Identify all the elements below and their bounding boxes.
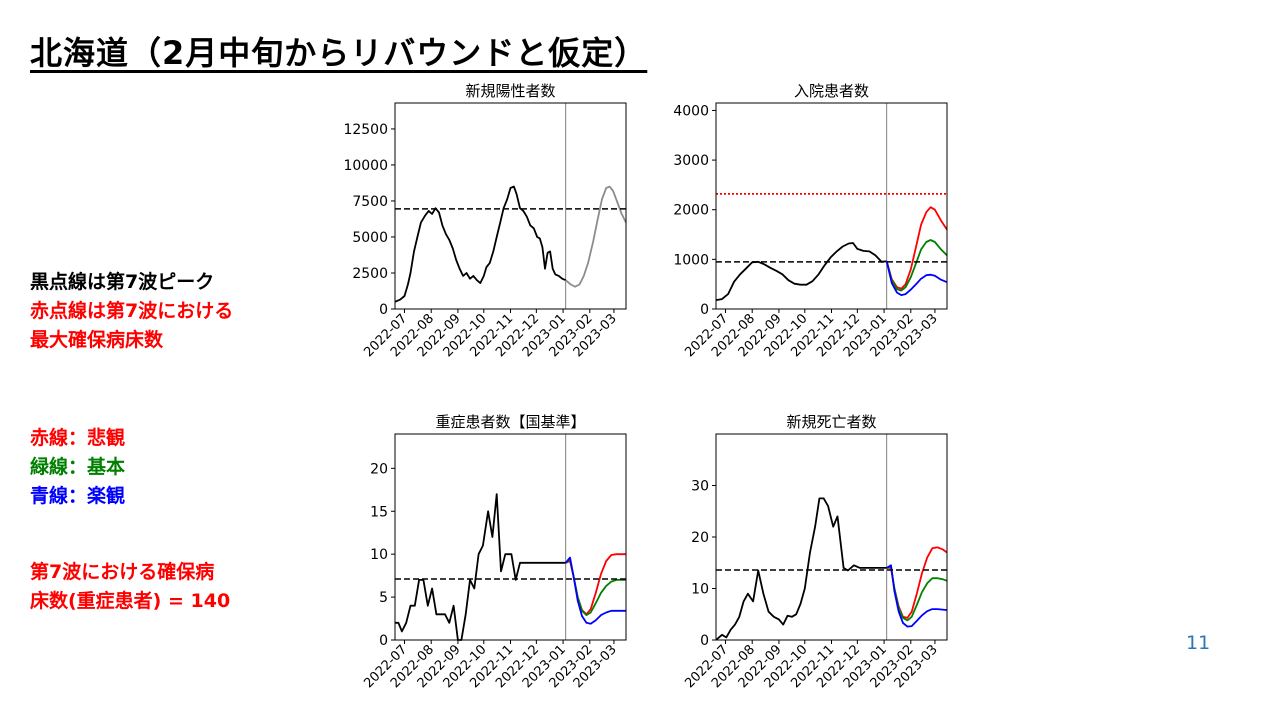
series-actual bbox=[715, 242, 887, 301]
note-capacity-2: 床数(重症患者) = 140 bbox=[30, 590, 231, 612]
y-tick-label: 0 bbox=[700, 633, 709, 649]
y-tick-label: 12500 bbox=[343, 122, 388, 138]
series-pessimistic bbox=[885, 206, 948, 290]
y-tick-label: 30 bbox=[691, 479, 709, 495]
legend-notes-reference: 黒点線は第7波ピーク 赤点線は第7波における 最大確保病床数 bbox=[30, 268, 233, 355]
chart-title: 入院患者数 bbox=[794, 82, 869, 100]
series-actual bbox=[394, 185, 567, 303]
y-tick-label: 20 bbox=[370, 461, 388, 477]
plot-frame bbox=[394, 102, 627, 310]
note-red-dotted-1: 赤点線は第7波における bbox=[30, 300, 234, 322]
chart-severe: 重症患者数【国基準】051015202022-072022-082022-092… bbox=[361, 413, 627, 691]
note-capacity-1: 第7波における確保病 bbox=[30, 561, 215, 583]
y-tick-label: 1000 bbox=[673, 252, 709, 268]
chart-title: 重症患者数【国基準】 bbox=[435, 413, 585, 431]
y-tick-label: 2000 bbox=[673, 203, 709, 219]
note-red-dotted-2: 最大確保病床数 bbox=[30, 329, 164, 351]
legend-notes-capacity: 第7波における確保病 床数(重症患者) = 140 bbox=[30, 558, 230, 616]
note-black-dotted: 黒点線は第7波ピーク bbox=[30, 271, 215, 293]
series-projection bbox=[565, 185, 627, 288]
chart-title: 新規陽性者数 bbox=[465, 82, 555, 100]
series-optimistic bbox=[885, 261, 948, 297]
series-basic bbox=[885, 239, 948, 292]
chart-new-positive: 新規陽性者数025005000750010000125002022-072022… bbox=[343, 82, 627, 360]
y-tick-label: 10 bbox=[691, 582, 709, 598]
series-optimistic bbox=[886, 564, 948, 628]
series-actual bbox=[395, 493, 566, 641]
note-basic: 緑線：基本 bbox=[30, 456, 126, 478]
y-tick-label: 15 bbox=[370, 504, 388, 520]
series-optimistic bbox=[565, 556, 626, 625]
y-tick-label: 2500 bbox=[352, 266, 388, 282]
y-tick-label: 7500 bbox=[352, 194, 388, 210]
note-optimistic: 青線：楽観 bbox=[30, 485, 126, 507]
chart-deaths: 新規死亡者数01020302022-072022-082022-092022-1… bbox=[682, 413, 948, 691]
y-tick-label: 5000 bbox=[352, 230, 388, 246]
y-tick-label: 10 bbox=[370, 547, 388, 563]
y-tick-label: 0 bbox=[700, 302, 709, 318]
plot-frame bbox=[715, 102, 948, 310]
slide-title: 北海道（2月中旬からリバウンドと仮定） bbox=[30, 34, 648, 72]
y-tick-label: 0 bbox=[379, 302, 388, 318]
y-tick-label: 4000 bbox=[673, 103, 709, 119]
y-tick-label: 5 bbox=[379, 590, 388, 606]
series-pessimistic bbox=[886, 546, 948, 619]
y-tick-label: 10000 bbox=[343, 158, 388, 174]
y-tick-label: 20 bbox=[691, 530, 709, 546]
chart-title: 新規死亡者数 bbox=[786, 413, 876, 431]
page-number: 11 bbox=[1186, 632, 1211, 654]
y-tick-label: 3000 bbox=[673, 153, 709, 169]
legend-notes-scenarios: 赤線：悲観 緑線：基本 青線：楽観 bbox=[30, 424, 125, 511]
series-actual bbox=[715, 497, 887, 641]
chart-hospitalized: 入院患者数010002000300040002022-072022-082022… bbox=[673, 82, 948, 360]
y-tick-label: 0 bbox=[379, 633, 388, 649]
note-pessimistic: 赤線：悲観 bbox=[30, 427, 126, 449]
